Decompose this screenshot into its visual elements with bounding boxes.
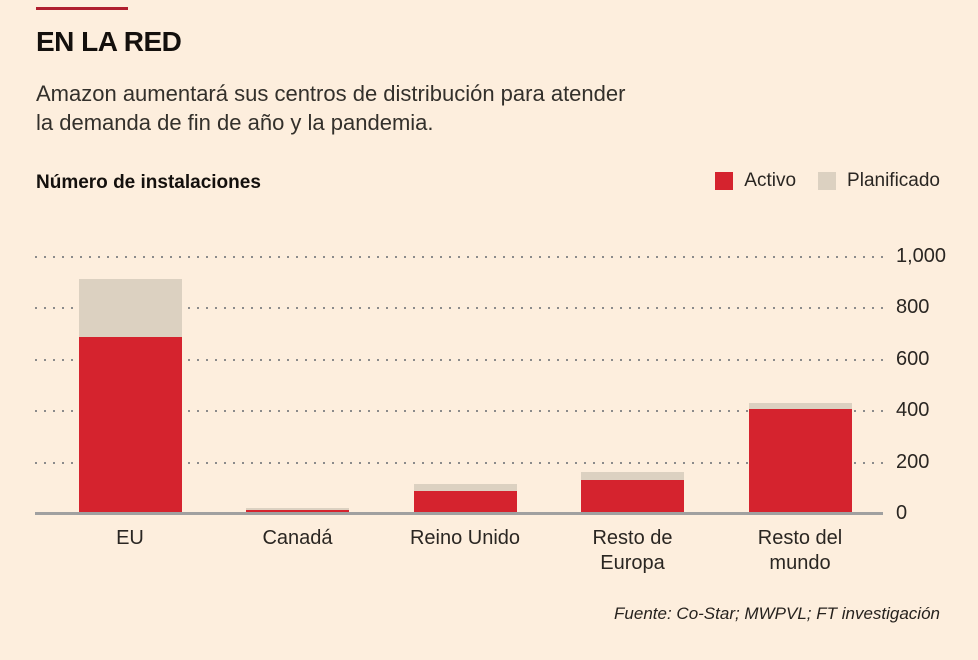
page-title: EN LA RED: [36, 26, 182, 57]
y-tick-label-600: 600: [896, 347, 930, 370]
legend-label-activo: Activo: [744, 170, 797, 191]
x-category-label-1: EU: [116, 527, 144, 549]
bar-planificado-1: [78, 278, 182, 337]
source-note: Fuente: Co-Star; MWPVL; FT investigación: [614, 604, 940, 623]
x-category-label-4: Resto de Europa: [592, 527, 673, 574]
y-tick-label-200: 200: [896, 450, 930, 473]
bar-activo-5: [748, 408, 852, 514]
y-tick-label-800: 800: [896, 296, 930, 319]
legend-item-activo: Activo: [715, 170, 796, 192]
legend-label-planificado: Planificado: [847, 170, 940, 191]
y-tick-label-400: 400: [896, 399, 930, 422]
gridline-1000: [35, 256, 883, 258]
x-category-label-3: Reino Unido: [409, 527, 521, 549]
bar-activo-3: [413, 490, 517, 514]
x-category-label-5: Resto del mundo: [757, 527, 843, 574]
plot-area: [35, 256, 883, 514]
bar-planificado-2: [246, 508, 349, 511]
y-tick-label-1000: 1,000: [896, 245, 947, 267]
bar-activo-1: [78, 336, 182, 514]
legend-item-planificado: Planificado: [818, 170, 940, 192]
bar-planificado-4: [581, 472, 684, 480]
bar-planificado-5: [748, 402, 852, 409]
accent-rule: [36, 7, 128, 10]
bar-planificado-3: [413, 484, 517, 491]
gridline-800: [35, 307, 883, 310]
legend-swatch-activo: [715, 172, 734, 190]
gridline-400: [35, 410, 883, 413]
chart-subtitle: Amazon aumentará sus centros de distribu…: [36, 81, 626, 135]
legend-swatch-planificado: [818, 172, 837, 190]
x-category-label-2: Canadá: [262, 527, 333, 549]
y-tick-label-0: 0: [896, 502, 908, 524]
legend: Activo Planificado: [715, 170, 940, 192]
gridline-600: [35, 358, 883, 361]
bar-activo-4: [581, 479, 684, 514]
x-axis-baseline: [35, 512, 883, 515]
gridline-200: [35, 461, 883, 464]
y-axis-title: Número de instalaciones: [36, 172, 261, 193]
